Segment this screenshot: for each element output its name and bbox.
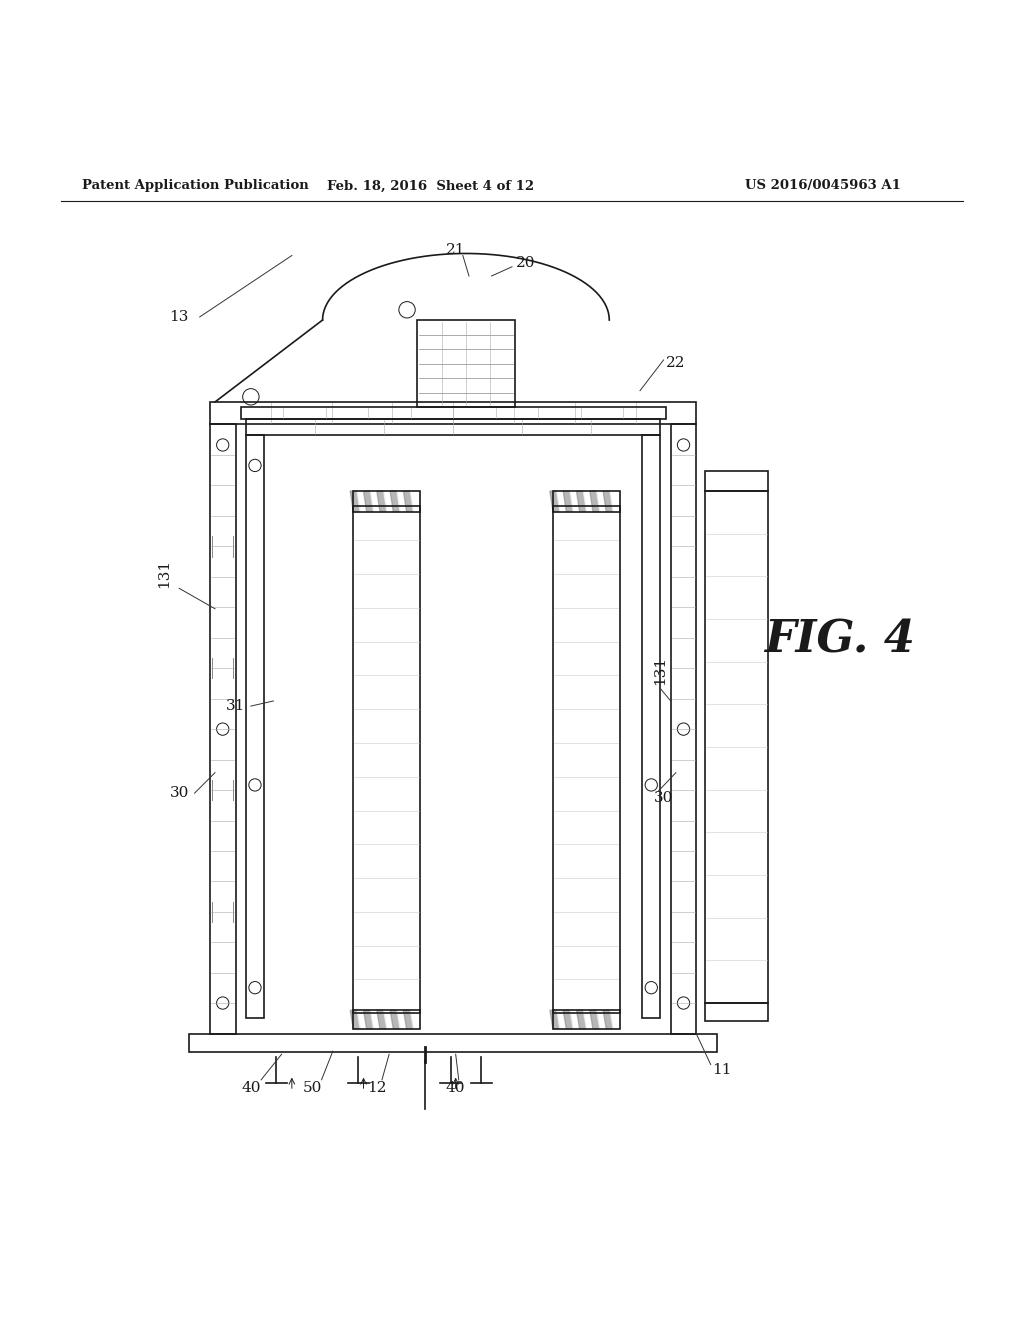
Polygon shape	[356, 1010, 367, 1028]
Text: 40: 40	[445, 1081, 466, 1096]
Polygon shape	[371, 1010, 380, 1028]
Polygon shape	[610, 491, 620, 512]
Polygon shape	[383, 1010, 393, 1028]
Polygon shape	[383, 491, 393, 512]
Polygon shape	[557, 1010, 566, 1028]
Text: 11: 11	[712, 1063, 732, 1077]
Polygon shape	[356, 491, 367, 512]
Text: 13: 13	[170, 310, 188, 323]
Bar	[241, 407, 666, 420]
Polygon shape	[563, 491, 573, 512]
Text: 131: 131	[157, 558, 171, 587]
Bar	[353, 507, 420, 1014]
Bar	[210, 425, 236, 1034]
Polygon shape	[584, 1010, 593, 1028]
Bar	[705, 491, 768, 1003]
Bar	[418, 319, 515, 407]
Bar	[246, 420, 660, 434]
Text: Patent Application Publication: Patent Application Publication	[82, 180, 308, 193]
Text: 40: 40	[241, 1081, 261, 1096]
Text: 31: 31	[226, 700, 245, 713]
Polygon shape	[371, 491, 380, 512]
Polygon shape	[577, 1010, 586, 1028]
Polygon shape	[390, 491, 399, 512]
Bar	[246, 434, 264, 1019]
Polygon shape	[364, 491, 373, 512]
Polygon shape	[364, 1010, 373, 1028]
Polygon shape	[603, 491, 612, 512]
Polygon shape	[603, 1010, 612, 1028]
Bar	[642, 434, 660, 1019]
Bar	[189, 1034, 717, 1052]
Polygon shape	[557, 491, 566, 512]
Polygon shape	[550, 1010, 559, 1028]
Text: 20: 20	[515, 256, 536, 269]
Polygon shape	[396, 491, 407, 512]
Polygon shape	[410, 491, 420, 512]
Polygon shape	[584, 491, 593, 512]
Polygon shape	[563, 1010, 573, 1028]
Text: 21: 21	[445, 243, 466, 257]
Text: 30: 30	[654, 791, 673, 805]
Polygon shape	[569, 1010, 580, 1028]
Polygon shape	[610, 1010, 620, 1028]
Polygon shape	[390, 1010, 399, 1028]
Polygon shape	[590, 1010, 600, 1028]
Polygon shape	[377, 491, 386, 512]
Text: US 2016/0045963 A1: US 2016/0045963 A1	[745, 180, 901, 193]
Polygon shape	[377, 1010, 386, 1028]
Polygon shape	[350, 1010, 360, 1028]
Bar	[705, 1003, 768, 1022]
Bar	[553, 1010, 620, 1028]
Bar	[353, 491, 420, 512]
Polygon shape	[550, 491, 559, 512]
Text: 22: 22	[666, 356, 686, 370]
Bar	[553, 507, 620, 1014]
Bar	[705, 470, 768, 491]
Polygon shape	[410, 1010, 420, 1028]
Polygon shape	[403, 491, 413, 512]
Bar	[353, 1010, 420, 1028]
Text: 30: 30	[170, 787, 188, 800]
Polygon shape	[596, 491, 606, 512]
Polygon shape	[403, 1010, 413, 1028]
Bar	[553, 491, 620, 512]
Text: FIG. 4: FIG. 4	[764, 618, 915, 661]
Text: 12: 12	[367, 1081, 387, 1096]
Polygon shape	[596, 1010, 606, 1028]
Polygon shape	[396, 1010, 407, 1028]
Text: Feb. 18, 2016  Sheet 4 of 12: Feb. 18, 2016 Sheet 4 of 12	[327, 180, 534, 193]
Bar	[210, 403, 696, 425]
Text: 131: 131	[653, 656, 668, 685]
Polygon shape	[569, 491, 580, 512]
Text: 50: 50	[303, 1081, 322, 1096]
Polygon shape	[590, 491, 600, 512]
Bar	[671, 425, 696, 1034]
Polygon shape	[577, 491, 586, 512]
Polygon shape	[350, 491, 360, 512]
